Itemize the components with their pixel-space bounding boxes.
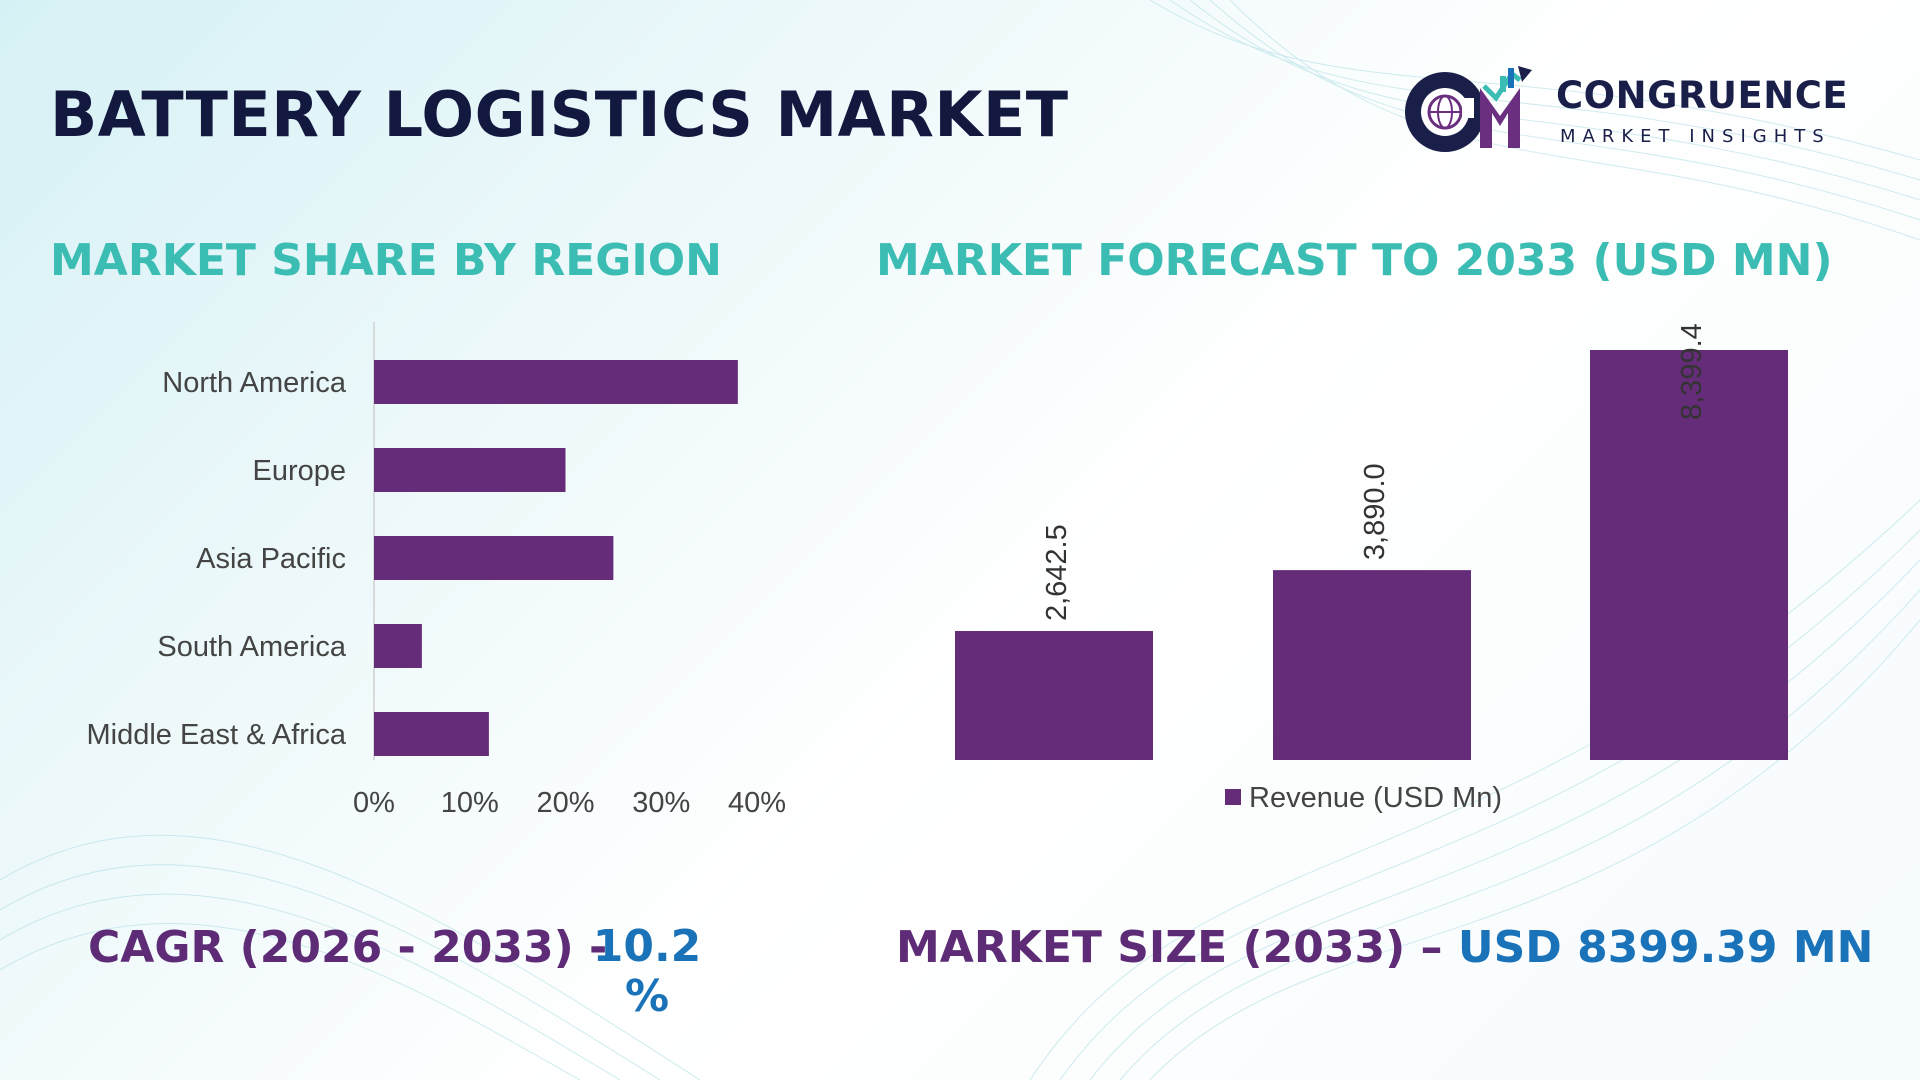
logo-monogram-icon — [1405, 66, 1532, 152]
region-x-tick-label: 10% — [441, 787, 499, 819]
legend-label: Revenue (USD Mn) — [1249, 782, 1502, 814]
revenue-bar — [1590, 350, 1788, 760]
region-category-label: South America — [157, 631, 346, 663]
forecast-chart: 2,642.5 3,890.0 8,399.4 Revenue (USD Mn) — [955, 323, 1788, 814]
cagr-label: CAGR (2026 - 2033) - — [88, 922, 608, 973]
region-x-tick-label: 0% — [353, 787, 395, 819]
region-bar — [374, 360, 738, 404]
region-category-label: Middle East & Africa — [87, 719, 347, 751]
region-bar — [374, 536, 614, 580]
revenue-bar — [955, 631, 1153, 760]
region-category-label: North America — [162, 367, 347, 399]
region-x-tick-label: 40% — [728, 787, 786, 819]
revenue-data-label: 8,399.4 — [1676, 323, 1708, 420]
revenue-data-label: 3,890.0 — [1359, 463, 1391, 560]
forecast-chart-title: MARKET FORECAST TO 2033 (USD MN) — [876, 235, 1833, 286]
region-bar — [374, 624, 422, 668]
legend-swatch — [1225, 789, 1241, 805]
region-bar — [374, 712, 489, 756]
region-bar — [374, 448, 566, 492]
cagr-value: 10.2 % — [592, 921, 702, 1022]
revenue-bar — [1273, 570, 1471, 760]
cagr-stat: CAGR (2026 - 2033) - — [88, 922, 607, 973]
region-share-chart: North America Europe Asia Pacific South Ame… — [87, 322, 786, 819]
region-x-tick-label: 20% — [536, 787, 594, 819]
region-chart-title: MARKET SHARE BY REGION — [50, 235, 722, 286]
logo-name: CONGRUENCE — [1556, 74, 1849, 117]
market-size-value: USD 8399.39 MN — [1457, 922, 1874, 973]
page-title: BATTERY LOGISTICS MARKET — [50, 78, 1069, 151]
market-size-stat: MARKET SIZE (2033) – USD 8399.39 MN — [896, 922, 1873, 973]
logo-subtitle: MARKET INSIGHTS — [1560, 126, 1831, 147]
market-size-label: MARKET SIZE (2033) – — [896, 922, 1443, 973]
company-logo: CONGRUENCE MARKET INSIGHTS — [1400, 58, 1870, 158]
region-category-label: Europe — [252, 455, 346, 487]
region-x-tick-label: 30% — [632, 787, 690, 819]
region-category-label: Asia Pacific — [196, 543, 346, 575]
revenue-data-label: 2,642.5 — [1041, 524, 1073, 621]
